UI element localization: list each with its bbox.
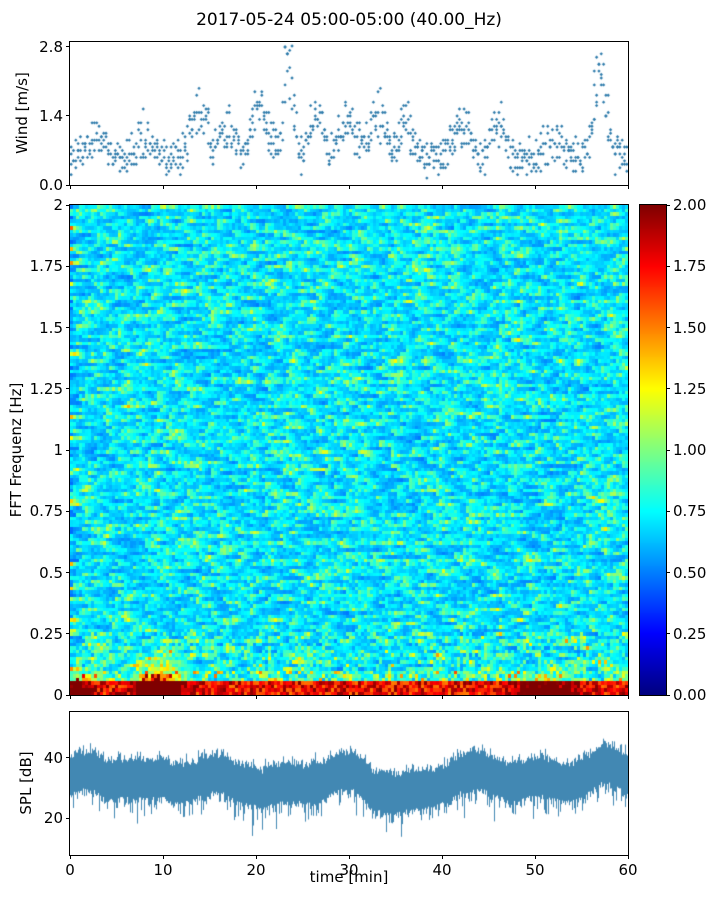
tick-mark: [441, 695, 443, 699]
tick-mark: [66, 388, 70, 390]
tick-mark: [69, 855, 71, 859]
x-tick-label: 20: [246, 861, 266, 879]
tick-mark: [69, 185, 71, 189]
fft-y-tick-label: 0.75: [29, 502, 63, 521]
tick-mark: [348, 185, 350, 189]
figure-title: 2017-05-24 05:00-05:00 (40.00_Hz): [196, 10, 502, 30]
tick-mark: [162, 185, 164, 189]
x-tick-label: 0: [65, 861, 75, 879]
colorbar-tick-label: 0.50: [673, 563, 707, 582]
colorbar-tick-label: 2.00: [673, 196, 707, 214]
tick-mark: [255, 695, 257, 699]
tick-mark: [666, 327, 670, 328]
x-tick-label: 10: [153, 861, 173, 879]
spl-line-plot: [70, 712, 628, 855]
tick-mark: [666, 265, 670, 267]
tick-mark: [627, 185, 629, 189]
tick-mark: [534, 855, 536, 859]
tick-mark: [162, 855, 164, 859]
fft-y-tick-label: 0.5: [39, 563, 63, 582]
wind-y-axis-label: Wind [m/s]: [13, 72, 31, 154]
tick-mark: [348, 695, 350, 699]
tick-mark: [534, 695, 536, 699]
tick-mark: [627, 695, 629, 699]
fft-y-axis-label: FFT Frequenz [Hz]: [7, 382, 25, 518]
tick-mark: [441, 185, 443, 189]
spl-y-tick-label: 20: [43, 809, 63, 828]
wind-scatter-plot: [70, 42, 628, 185]
colorbar: [640, 205, 666, 695]
colorbar-tick-label: 1.00: [673, 441, 707, 459]
tick-mark: [66, 633, 70, 635]
colorbar-tick-label: 1.50: [673, 318, 707, 337]
tick-mark: [66, 46, 70, 48]
colorbar-tick-label: 1.75: [673, 257, 707, 276]
fft-y-tick-label: 1.75: [29, 257, 63, 276]
tick-mark: [162, 695, 164, 699]
tick-mark: [66, 694, 70, 696]
wind-y-tick-label: 0.0: [39, 176, 63, 194]
colorbar-tick-label: 0.00: [673, 686, 707, 704]
tick-mark: [255, 855, 257, 859]
tick-mark: [66, 757, 70, 759]
wind-y-tick-label: 2.8: [39, 37, 63, 56]
fft-y-tick-label: 1: [53, 441, 63, 459]
tick-mark: [534, 185, 536, 189]
tick-mark: [66, 510, 70, 512]
colorbar-tick-label: 0.75: [673, 502, 707, 521]
tick-mark: [69, 695, 71, 699]
tick-mark: [66, 572, 70, 573]
fft-y-tick-label: 1.5: [39, 318, 63, 337]
tick-mark: [66, 449, 70, 451]
x-tick-label: 30: [339, 861, 359, 879]
tick-mark: [666, 572, 670, 573]
tick-mark: [441, 855, 443, 859]
spl-y-tick-label: 40: [43, 748, 63, 767]
tick-mark: [627, 855, 629, 859]
fft-spectrogram-plot: [70, 205, 628, 695]
x-tick-label: 50: [525, 861, 545, 879]
tick-mark: [66, 817, 70, 819]
tick-mark: [666, 694, 670, 696]
fft-y-tick-label: 1.25: [29, 379, 63, 398]
tick-mark: [666, 633, 670, 635]
tick-mark: [666, 204, 670, 206]
fft-y-tick-label: 0.25: [29, 624, 63, 643]
tick-mark: [66, 115, 70, 117]
tick-mark: [255, 185, 257, 189]
colorbar-tick-label: 1.25: [673, 379, 707, 398]
tick-mark: [666, 388, 670, 390]
fft-y-tick-label: 2: [53, 196, 63, 214]
x-axis-label: time [min]: [309, 868, 389, 886]
tick-mark: [66, 204, 70, 206]
x-tick-label: 60: [618, 861, 638, 879]
tick-mark: [666, 449, 670, 451]
tick-mark: [66, 184, 70, 186]
tick-mark: [66, 327, 70, 328]
tick-mark: [666, 510, 670, 512]
tick-mark: [348, 855, 350, 859]
tick-mark: [66, 265, 70, 267]
fft-y-tick-label: 0: [53, 686, 63, 704]
x-tick-label: 40: [432, 861, 452, 879]
spl-y-axis-label: SPL [dB]: [17, 751, 35, 815]
wind-y-tick-label: 1.4: [39, 106, 63, 125]
colorbar-tick-label: 0.25: [673, 624, 707, 643]
